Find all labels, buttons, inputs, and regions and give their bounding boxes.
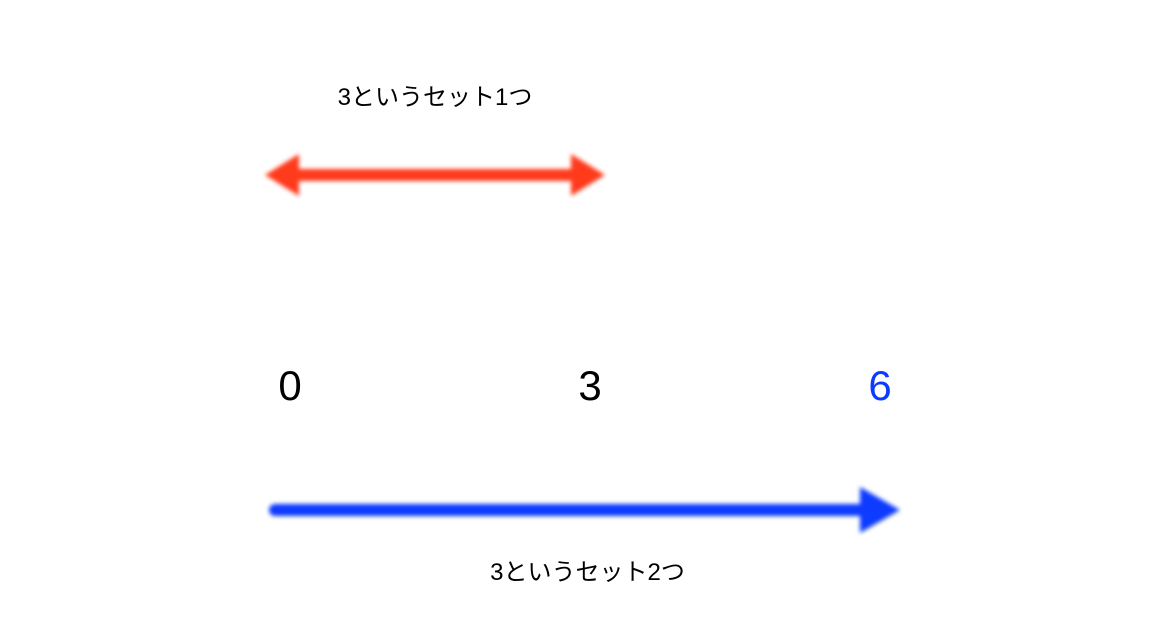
tick-label-0: 0 [278, 362, 301, 409]
bottom-arrow-caption: 3というセット2つ [490, 559, 685, 586]
tick-label-6: 6 [868, 362, 891, 409]
top-arrow-caption: 3というセット1つ [338, 84, 533, 111]
tick-label-3: 3 [578, 362, 601, 409]
top-double-arrow [265, 154, 605, 196]
bottom-right-arrow [275, 487, 900, 533]
